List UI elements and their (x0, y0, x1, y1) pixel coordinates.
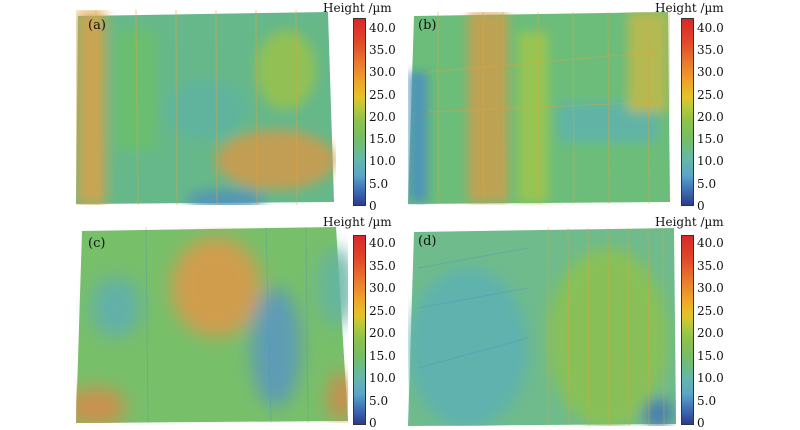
colorbar-tick: 30.0 (369, 281, 396, 295)
colorbar-tick: 15.0 (369, 349, 396, 363)
panel-a: (a) Height /µm 40.0 35.0 30.0 25.0 20.0 … (0, 0, 400, 215)
panel-label-a: (a) (88, 18, 106, 33)
colorbar-tick: 10.0 (697, 154, 724, 168)
colorbar-tick: 35.0 (697, 43, 724, 57)
height-map-a (76, 10, 336, 205)
colorbar-tick: 5.0 (697, 394, 717, 408)
colorbar-tick: 35.0 (369, 43, 396, 57)
colorbar-tick: 5.0 (369, 177, 389, 191)
panel-label-c: (c) (88, 236, 106, 251)
colorbar-tick: 0 (697, 416, 705, 430)
colorbar-c (353, 235, 366, 425)
panel-b: (b) Height /µm 40.0 35.0 30.0 25.0 20.0 … (400, 0, 800, 215)
colorbar-tick: 30.0 (369, 65, 396, 79)
colorbar-tick: 25.0 (369, 88, 396, 102)
panel-label-d: (d) (418, 234, 437, 249)
colorbar-tick: 25.0 (697, 88, 724, 102)
colorbar-tick: 0 (697, 199, 705, 213)
colorbar-tick: 40.0 (697, 21, 724, 35)
colorbar-title-c: Height /µm (323, 215, 392, 229)
colorbar-tick: 10.0 (369, 154, 396, 168)
colorbar-tick: 20.0 (369, 326, 396, 340)
colorbar-tick: 20.0 (697, 110, 724, 124)
colorbar-tick: 30.0 (697, 65, 724, 79)
colorbar-title-b: Height /µm (655, 1, 724, 15)
height-map-b (408, 12, 670, 205)
colorbar-tick: 0 (369, 199, 377, 213)
colorbar-title-d: Height /µm (655, 215, 724, 229)
panel-c: (c) Height /µm 40.0 35.0 30.0 25.0 20.0 … (0, 214, 400, 429)
height-map-c (76, 227, 348, 423)
panel-d: (d) Height /µm 40.0 35.0 30.0 25.0 20.0 … (400, 214, 800, 429)
colorbar-tick: 15.0 (369, 132, 396, 146)
colorbar-tick: 20.0 (369, 110, 396, 124)
height-map-d (408, 228, 676, 426)
colorbar-tick: 35.0 (369, 259, 396, 273)
panel-label-b: (b) (418, 18, 437, 33)
colorbar-tick: 15.0 (697, 132, 724, 146)
colorbar-tick: 40.0 (369, 236, 396, 250)
colorbar-tick: 10.0 (369, 371, 396, 385)
colorbar-tick: 25.0 (369, 304, 396, 318)
colorbar-tick: 10.0 (697, 371, 724, 385)
colorbar-tick: 5.0 (369, 394, 389, 408)
colorbar-tick: 15.0 (697, 349, 724, 363)
colorbar-tick: 0 (369, 416, 377, 430)
colorbar-tick: 35.0 (697, 259, 724, 273)
colorbar-b (681, 18, 694, 206)
colorbar-a (353, 18, 366, 206)
colorbar-tick: 20.0 (697, 326, 724, 340)
colorbar-tick: 40.0 (697, 236, 724, 250)
colorbar-title-a: Height /µm (323, 1, 392, 15)
colorbar-tick: 5.0 (697, 177, 717, 191)
colorbar-tick: 30.0 (697, 281, 724, 295)
colorbar-tick: 25.0 (697, 304, 724, 318)
colorbar-tick: 40.0 (369, 21, 396, 35)
colorbar-d (681, 235, 694, 425)
